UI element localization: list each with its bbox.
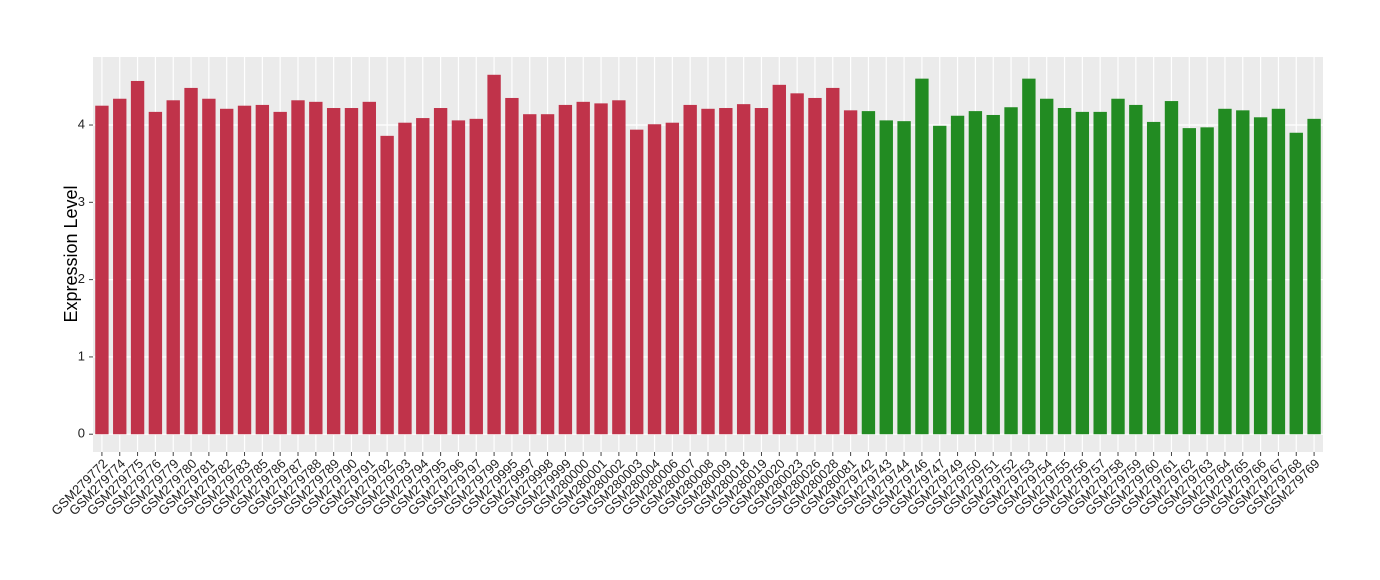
bar <box>309 101 323 435</box>
bar <box>291 100 305 435</box>
bar <box>1289 132 1303 435</box>
y-tick-label: 2 <box>78 271 85 286</box>
bar <box>469 118 483 435</box>
bar <box>915 78 929 435</box>
bar <box>630 129 644 435</box>
bar <box>1146 121 1161 435</box>
bar <box>451 120 466 435</box>
bar <box>986 114 1000 435</box>
bar <box>683 104 697 435</box>
bar <box>487 74 501 435</box>
bar <box>1218 108 1232 435</box>
bar <box>130 80 145 435</box>
bar <box>237 105 252 435</box>
bar <box>1057 108 1072 435</box>
bar <box>398 122 412 435</box>
bar <box>1200 127 1214 435</box>
bar <box>594 103 608 435</box>
bar <box>540 114 555 435</box>
bar <box>255 104 270 435</box>
bar <box>1253 117 1268 435</box>
bar <box>1307 118 1321 435</box>
bar <box>772 84 786 435</box>
bar <box>612 100 626 435</box>
y-tick-label: 3 <box>78 194 85 209</box>
bar <box>1093 111 1107 435</box>
bar <box>701 108 715 435</box>
bar <box>968 111 983 435</box>
bar <box>1111 98 1125 435</box>
y-tick-label: 4 <box>78 116 85 131</box>
bar <box>826 87 840 435</box>
bar <box>344 108 359 435</box>
bar <box>1040 98 1054 435</box>
bar <box>808 97 822 435</box>
bar <box>202 98 216 435</box>
bar <box>273 111 287 435</box>
y-tick-label: 1 <box>78 348 85 363</box>
bar <box>897 121 911 435</box>
bar <box>220 108 234 435</box>
bar <box>950 115 965 435</box>
bar <box>148 111 163 435</box>
bar <box>558 104 573 435</box>
bar <box>1022 78 1036 435</box>
bar <box>326 108 341 435</box>
bar <box>523 114 537 435</box>
y-tick-label: 0 <box>78 426 85 441</box>
bar <box>95 105 109 435</box>
bar <box>879 120 893 435</box>
bar <box>433 108 448 435</box>
bar <box>1164 101 1179 435</box>
bar <box>736 104 751 435</box>
y-axis-label: Expression Level <box>61 185 81 322</box>
bar <box>416 118 430 435</box>
bar <box>1004 107 1018 435</box>
bar <box>505 97 519 435</box>
bar <box>719 108 733 435</box>
bar <box>861 111 876 435</box>
bar <box>380 135 394 435</box>
bar <box>576 101 590 435</box>
bar <box>1271 108 1286 435</box>
bar <box>362 101 376 435</box>
bar <box>754 108 769 435</box>
bar <box>665 122 680 435</box>
bar <box>166 100 180 435</box>
bar <box>1236 110 1250 435</box>
bar <box>790 93 804 435</box>
bar <box>1129 104 1143 435</box>
bar <box>1075 111 1090 435</box>
bar <box>113 98 127 435</box>
bar <box>647 124 662 435</box>
bar <box>184 87 198 435</box>
bar <box>1182 128 1196 435</box>
bar <box>933 125 947 435</box>
bar <box>843 110 858 435</box>
